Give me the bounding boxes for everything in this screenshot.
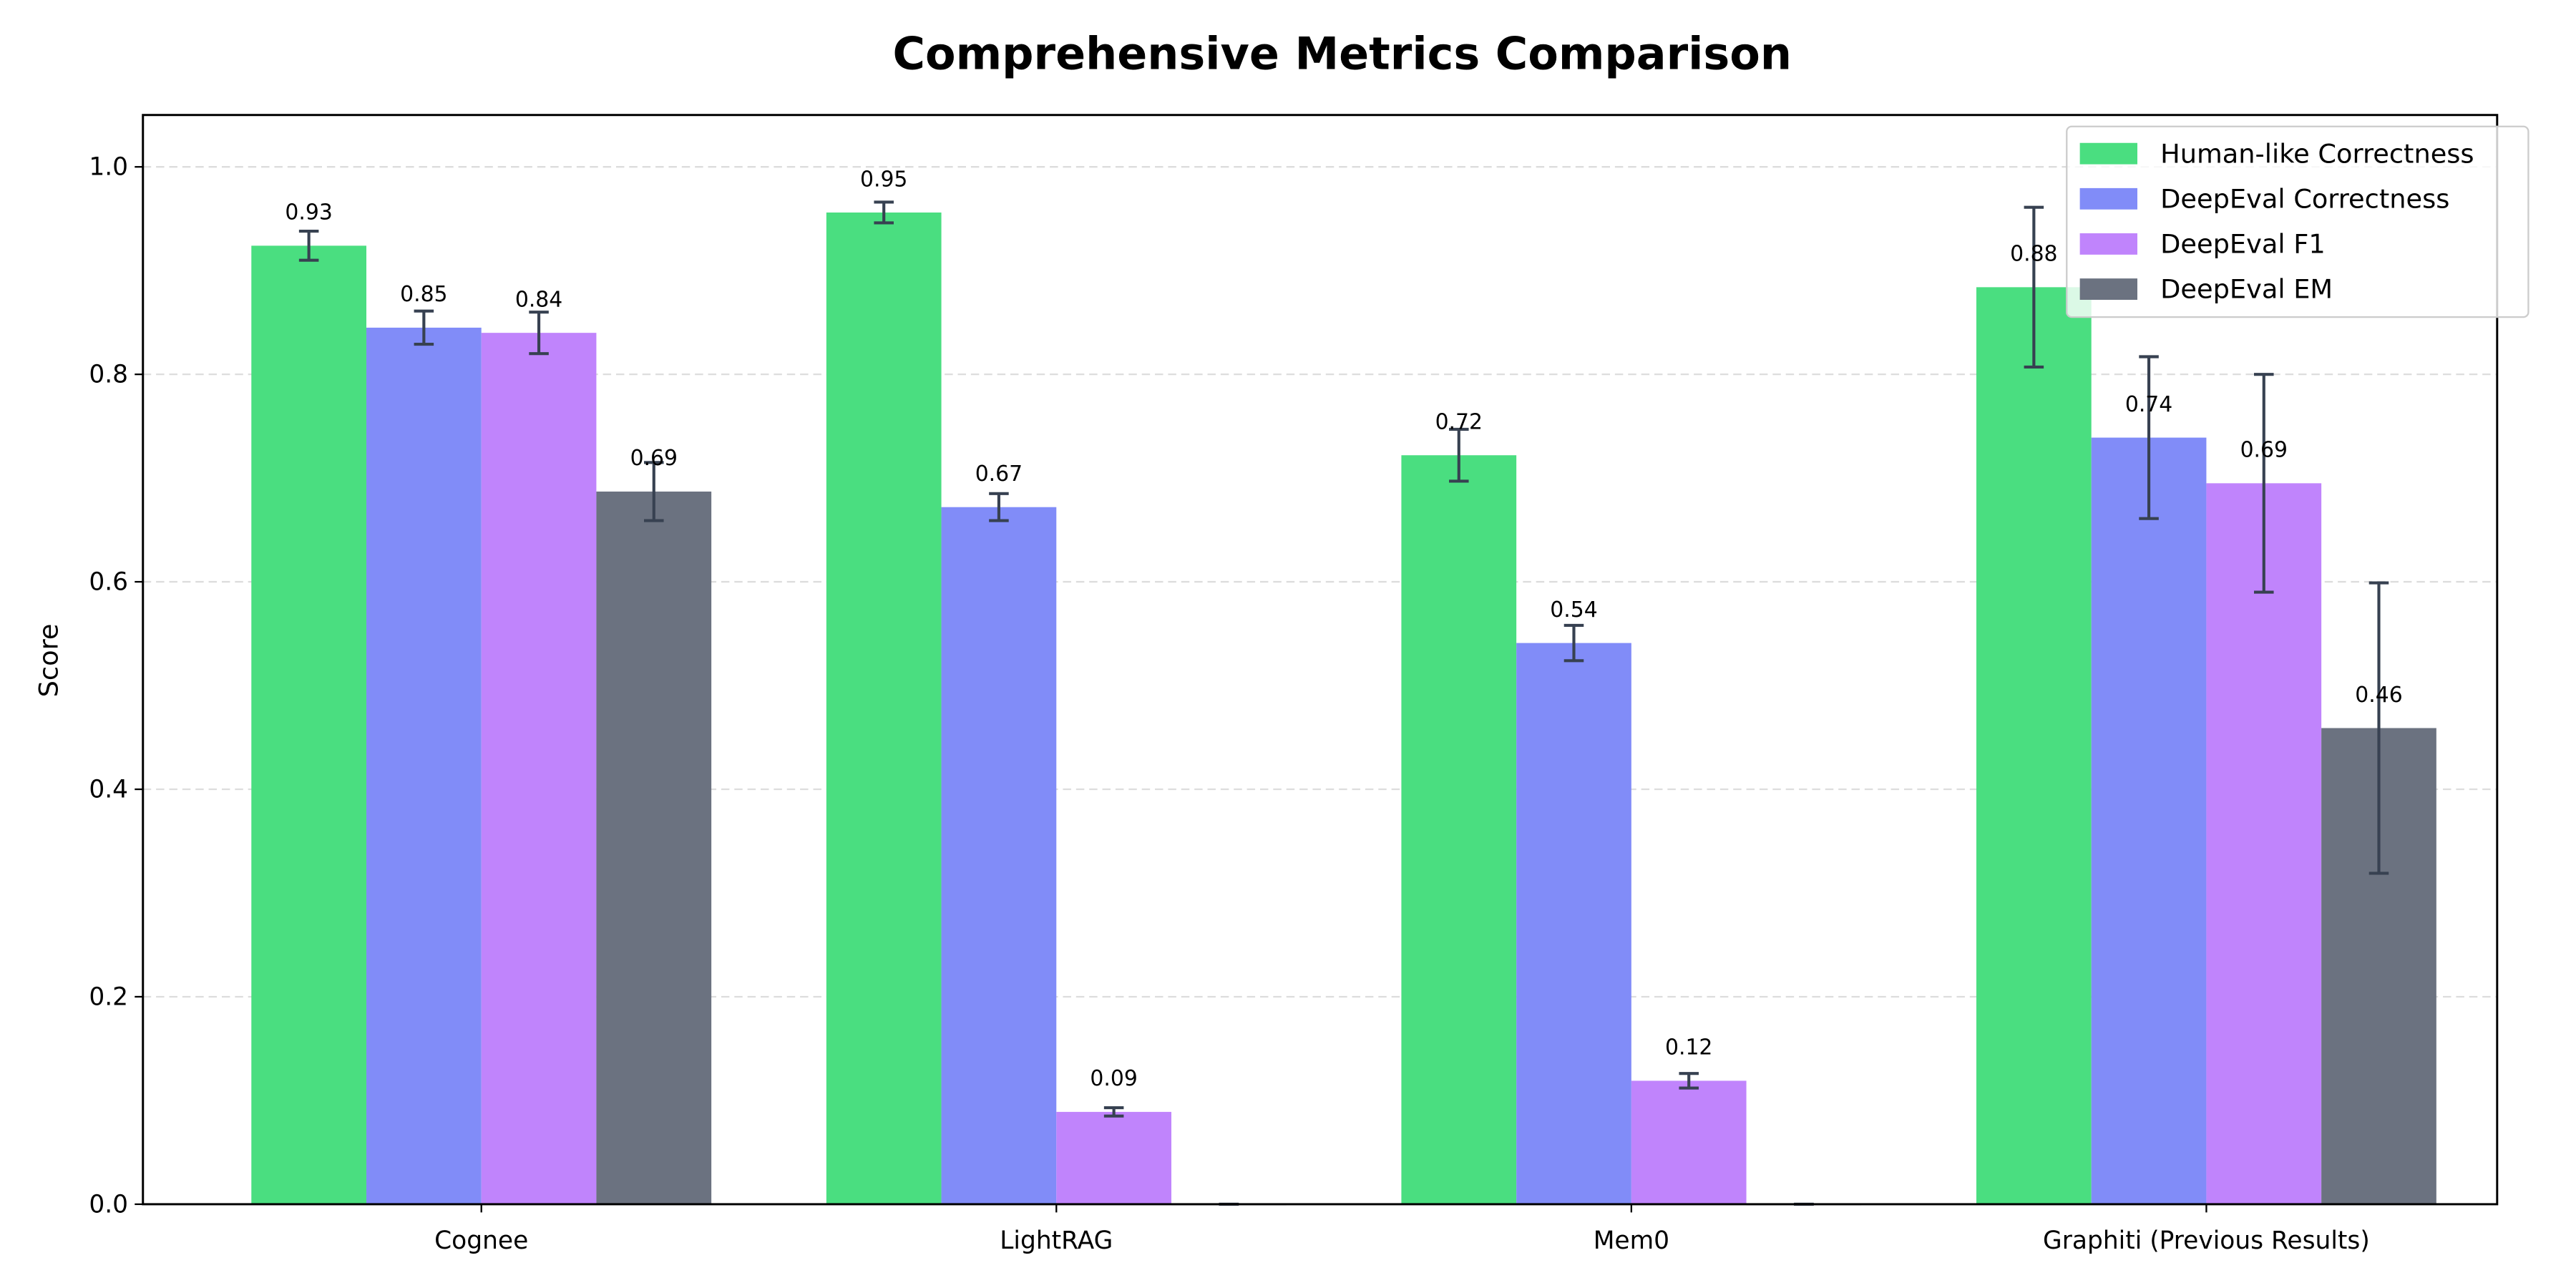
x-tick-label: Cognee — [434, 1226, 528, 1255]
legend-label: Human-like Correctness — [2160, 138, 2474, 169]
bar — [251, 245, 366, 1204]
legend-swatch — [2079, 233, 2137, 255]
bar — [826, 212, 942, 1204]
legend-swatch — [2079, 278, 2137, 301]
data-label: 0.88 — [2010, 242, 2057, 267]
data-label: 0.85 — [400, 282, 447, 307]
legend: Human-like Correctness DeepEval Correctne… — [2066, 125, 2529, 318]
bar — [1056, 1111, 1171, 1204]
legend-label: DeepEval EM — [2160, 274, 2333, 305]
bar — [366, 327, 482, 1204]
y-tick-label: 1.0 — [89, 153, 128, 182]
y-tick-label: 0.0 — [89, 1190, 128, 1219]
data-label: 0.12 — [1665, 1035, 1712, 1060]
data-label: 0.72 — [1435, 409, 1483, 434]
bar — [2091, 437, 2207, 1204]
data-label: 0.69 — [630, 446, 678, 471]
bar — [481, 333, 597, 1204]
bar — [1631, 1080, 1747, 1204]
bar — [596, 491, 712, 1204]
x-tick-label: LightRAG — [1000, 1226, 1113, 1255]
axes: 0.0 0.2 0.4 0.6 0.8 1.0 Cognee LightRAG Mem0 Grap… — [89, 153, 2369, 1255]
legend-swatch — [2079, 142, 2137, 165]
data-label: 0.74 — [2125, 392, 2172, 417]
bars: 0.93 0.95 0.72 0.88 0.85 0.67 0.54 0.74 0.84 0.09… — [251, 167, 2436, 1206]
y-axis-label: Score — [33, 624, 64, 698]
data-label: 0.93 — [285, 200, 332, 225]
y-tick-label: 0.8 — [89, 361, 128, 389]
legend-label: DeepEval Correctness — [2160, 183, 2449, 214]
data-label: 0.09 — [1090, 1066, 1137, 1091]
y-tick-label: 0.4 — [89, 776, 128, 804]
data-label: 0.69 — [2240, 438, 2288, 463]
x-tick-label: Mem0 — [1594, 1226, 1669, 1255]
data-label: 0.54 — [1550, 597, 1597, 623]
bar — [2206, 483, 2322, 1204]
data-label: 0.84 — [515, 287, 562, 312]
x-tick-label: Graphiti (Previous Results) — [2043, 1226, 2370, 1255]
legend-frame — [2066, 125, 2529, 318]
data-label: 0.67 — [975, 462, 1023, 487]
y-tick-label: 0.2 — [89, 982, 128, 1011]
data-label: 0.95 — [860, 167, 907, 192]
bar — [941, 507, 1057, 1204]
data-label: 0.46 — [2355, 683, 2402, 708]
legend-swatch — [2079, 187, 2137, 210]
bar — [1516, 643, 1631, 1204]
bar — [1401, 455, 1517, 1204]
legend-label: DeepEval F1 — [2160, 229, 2326, 260]
y-tick-label: 0.6 — [89, 568, 128, 597]
chart-title: Comprehensive Metrics Comparison — [893, 27, 1792, 79]
bar — [1976, 287, 2092, 1204]
plot-frame — [142, 114, 2499, 1206]
